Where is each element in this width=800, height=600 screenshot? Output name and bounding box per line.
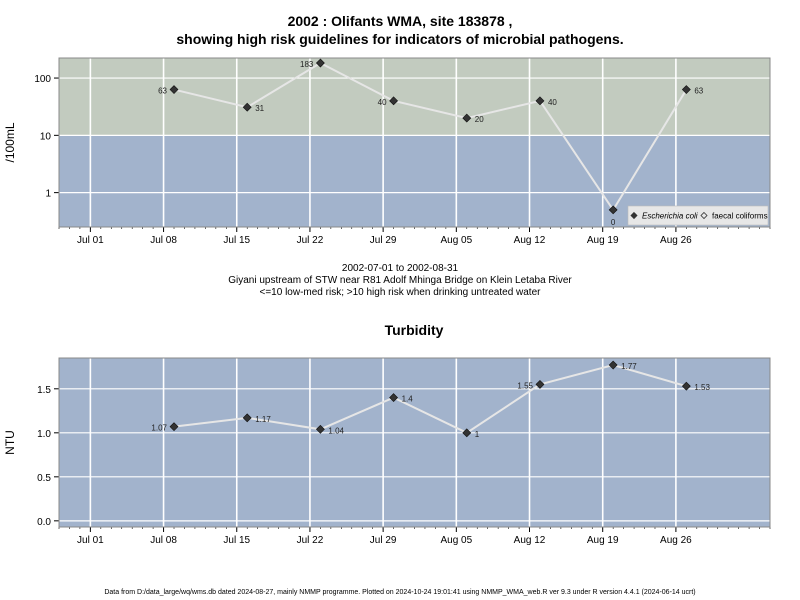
x-tick-label: Jul 22	[297, 535, 324, 546]
panel-title: Turbidity	[385, 322, 444, 338]
data-label: 40	[378, 98, 387, 107]
data-point	[169, 85, 179, 94]
x-tick-label: Aug 12	[514, 535, 546, 546]
data-source-footer: Data from D:/data_large/wq/wms.db dated …	[104, 589, 696, 596]
date-range-caption: 2002-07-01 to 2002-08-31	[341, 263, 459, 274]
data-label: 1.4	[402, 395, 414, 404]
risk-guideline-caption: <=10 low-med risk; >10 high risk when dr…	[259, 287, 541, 298]
x-tick-label: Jul 29	[370, 535, 397, 546]
chart-title-line-1: 2002 : Olifants WMA, site 183878 ,	[287, 13, 513, 29]
data-point	[462, 113, 472, 123]
data-label: 63	[158, 87, 167, 96]
x-tick-label: Jul 08	[150, 535, 177, 546]
data-label: 183	[300, 60, 314, 69]
data-point	[608, 360, 618, 370]
x-tick-label: Aug 26	[660, 535, 692, 546]
legend-open-diamond-icon	[700, 211, 708, 220]
y-tick-label: 10	[40, 131, 52, 142]
x-tick-label: Jul 15	[223, 235, 250, 246]
y-axis-label: /100mL	[3, 122, 17, 162]
x-tick-label: Aug 05	[440, 235, 472, 246]
data-label: 0	[611, 218, 616, 227]
data-label: 20	[475, 115, 484, 124]
turbidity-panel: Jul 01 Jul 08 Jul 15 Jul 22 Jul 29 Aug 05 Aug …	[3, 322, 771, 546]
y-tick-label: 0.0	[37, 517, 51, 528]
plot-frame	[58, 357, 771, 528]
data-point	[608, 205, 618, 215]
data-label: 1.07	[151, 424, 167, 433]
x-tick-label: Aug 05	[440, 535, 472, 546]
x-tick-label: Jul 22	[297, 235, 324, 246]
legend-entry-label: faecal coliforms	[712, 212, 768, 221]
y-tick-label: 1.0	[37, 429, 51, 440]
plot-frame	[58, 57, 771, 228]
data-label: 1.04	[328, 426, 344, 435]
data-label: 1	[475, 430, 480, 439]
data-point	[535, 379, 545, 389]
x-tick-label: Jul 29	[370, 235, 397, 246]
data-label: 1.55	[517, 381, 533, 390]
data-point	[389, 393, 399, 403]
data-label: 1.77	[621, 362, 637, 371]
x-tick-label: Jul 08	[150, 235, 177, 246]
x-tick-label: Jul 15	[223, 535, 250, 546]
data-point	[681, 381, 691, 391]
x-tick-label: Aug 12	[514, 235, 546, 246]
chart-title-line-2: showing high risk guidelines for indicat…	[176, 31, 624, 47]
y-axis-label: NTU	[3, 430, 17, 455]
y-tick-label: 1	[45, 189, 51, 200]
data-point	[389, 96, 399, 106]
legend-entry-label: Escherichia coli	[642, 212, 698, 221]
data-point	[535, 96, 545, 106]
data-label: 63	[694, 87, 703, 96]
data-label: 1.17	[255, 415, 271, 424]
y-tick-label: 0.5	[37, 473, 51, 484]
x-tick-label: Aug 26	[660, 235, 692, 246]
data-point	[462, 428, 472, 438]
data-label: 31	[255, 104, 264, 113]
data-point	[242, 102, 252, 112]
data-label: 1.53	[694, 383, 710, 392]
y-tick-label: 1.5	[37, 385, 51, 396]
legend-box	[627, 205, 769, 226]
x-tick-label: Jul 01	[77, 535, 104, 546]
data-point	[315, 58, 325, 68]
data-point	[315, 424, 325, 434]
series-line	[173, 364, 687, 434]
site-description-caption: Giyani upstream of STW near R81 Adolf Mh…	[228, 275, 572, 286]
data-point	[681, 85, 691, 94]
legend-filled-diamond-icon	[630, 211, 638, 220]
x-tick-label: Aug 19	[587, 235, 619, 246]
data-label: 40	[548, 98, 557, 107]
microbial-panel: Jul 01 Jul 08 Jul 15 Jul 22 Jul 29 Aug 05 Aug …	[3, 57, 771, 246]
series-line	[173, 61, 688, 212]
y-tick-label: 100	[34, 74, 51, 85]
plot-background	[59, 358, 770, 527]
x-tick-label: Aug 19	[587, 535, 619, 546]
data-point	[242, 413, 252, 423]
data-point	[169, 422, 179, 432]
high-risk-band	[59, 58, 770, 136]
x-tick-label: Jul 01	[77, 235, 104, 246]
